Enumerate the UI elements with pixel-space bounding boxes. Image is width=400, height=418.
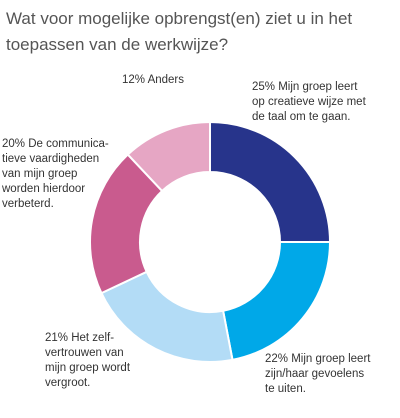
chart-title: Wat voor mogelijke opbrengst(en) ziet u … (6, 9, 353, 54)
slice-label-0: 25% Mijn groep leert op creatieve wijze … (252, 81, 366, 123)
donut-slice-1 (221, 241, 332, 362)
slice-label-1: 22% Mijn groep leert zijn/haar gevoelens… (265, 353, 371, 395)
donut-slice-0 (209, 120, 332, 243)
slice-label-3: 20% De communica- tieve vaardigheden van… (2, 138, 109, 210)
donut-slice-4 (126, 120, 211, 193)
slice-label-4: 12% Anders (122, 74, 185, 86)
slice-label-2: 21% Het zelf- vertrouwen van mijn groep … (45, 332, 131, 389)
